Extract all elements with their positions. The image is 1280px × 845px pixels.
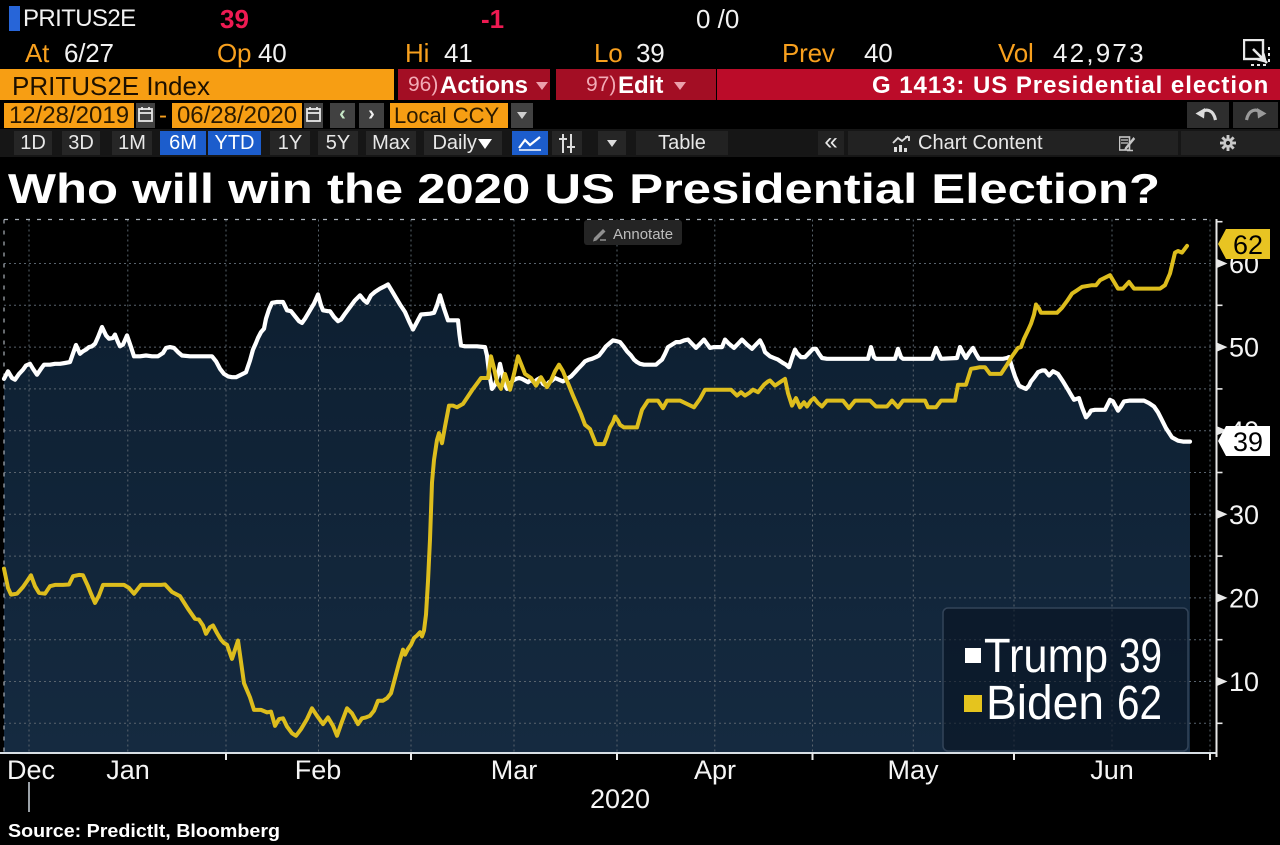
svg-text:62: 62: [1233, 230, 1263, 260]
svg-text:39: 39: [1233, 427, 1263, 457]
svg-text:Jan: Jan: [106, 755, 150, 785]
svg-text:Apr: Apr: [694, 755, 736, 785]
svg-text:39: 39: [1119, 630, 1162, 683]
svg-text:May: May: [887, 755, 939, 785]
svg-text:Annotate: Annotate: [613, 226, 673, 243]
svg-text:Mar: Mar: [491, 755, 538, 785]
svg-text:Source: PredictIt, Bloomberg: Source: PredictIt, Bloomberg: [8, 821, 280, 841]
svg-text:10: 10: [1229, 667, 1259, 697]
svg-text:2020: 2020: [590, 784, 650, 814]
svg-text:Feb: Feb: [295, 755, 342, 785]
svg-text:Biden: Biden: [986, 677, 1104, 730]
svg-text:Trump: Trump: [984, 630, 1108, 683]
svg-text:Jun: Jun: [1090, 755, 1134, 785]
svg-text:62: 62: [1117, 677, 1162, 730]
svg-text:Dec: Dec: [7, 755, 55, 785]
svg-text:50: 50: [1229, 333, 1259, 363]
svg-text:30: 30: [1229, 500, 1259, 530]
svg-text:20: 20: [1229, 583, 1259, 613]
svg-text:Who will win the 2020 US Presi: Who will win the 2020 US Presidential El…: [8, 165, 1160, 212]
